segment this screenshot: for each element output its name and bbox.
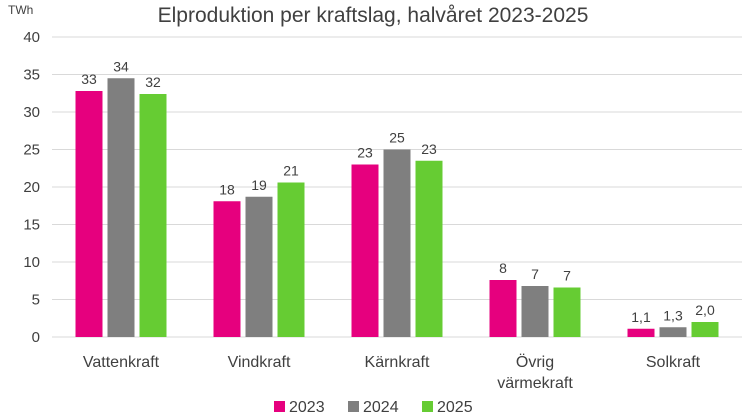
data-label: 19 [251,177,267,193]
data-labels: 33 34 32 18 19 21 23 25 23 8 7 7 1,1 1,3 2,0 [81,58,715,325]
y-tick-label: 15 [23,217,40,234]
y-tick-label: 20 [23,179,40,196]
bar-2025 [691,322,719,337]
y-tick-label: 40 [23,29,40,46]
category-label: Kärnkraft [365,354,430,371]
legend: 2023 2024 2025 [274,399,473,416]
bar-2025 [553,287,581,337]
data-label: 21 [283,163,299,179]
data-label: 7 [563,268,571,284]
data-label: 7 [531,266,539,282]
bar-2025 [139,94,167,337]
bar-2023 [351,164,379,337]
category-label: Vindkraft [228,354,291,371]
data-label: 1,1 [631,309,651,325]
bar-2023 [75,91,103,337]
bar-2023 [627,328,655,337]
legend-label: 2023 [289,399,325,416]
bar-2024 [383,149,411,337]
data-label: 34 [113,58,129,74]
y-tick-label: 30 [23,104,40,121]
data-label: 8 [499,260,507,276]
y-tick-label: 0 [32,329,40,346]
data-label: 25 [389,130,405,146]
x-axis-categories: Vattenkraft Vindkraft Kärnkraft Övrig värmek… [83,353,701,392]
bar-2023 [213,201,241,337]
bar-2023 [489,280,517,337]
bars [75,78,719,337]
legend-label: 2025 [437,399,473,416]
legend-label: 2024 [363,399,399,416]
data-label: 18 [219,181,235,197]
category-label: värmekraft [497,375,573,392]
y-axis-unit-label: TWh [8,3,33,17]
data-label: 2,0 [695,302,715,318]
category-label: Övrig [516,353,554,371]
data-label: 23 [357,145,373,161]
legend-swatch-2023 [274,401,285,412]
bar-2025 [277,182,305,337]
bar-2025 [415,160,443,337]
y-tick-label: 35 [23,67,40,84]
y-tick-label: 25 [23,142,40,159]
bar-2024 [245,196,273,337]
data-label: 32 [145,74,161,90]
category-label: Solkraft [646,354,701,371]
data-label: 23 [421,141,437,157]
data-label: 33 [81,71,97,87]
y-axis-ticks: 0 5 10 15 20 25 30 35 40 [23,29,40,346]
bar-2024 [521,286,549,337]
category-label: Vattenkraft [83,354,160,371]
data-label: 1,3 [663,307,683,323]
chart-title: Elproduktion per kraftslag, halvåret 202… [158,4,589,27]
bar-2024 [659,327,687,337]
legend-swatch-2025 [422,401,433,412]
y-tick-label: 5 [32,292,40,309]
bar-2024 [107,78,135,337]
legend-swatch-2024 [348,401,359,412]
y-tick-label: 10 [23,254,40,271]
